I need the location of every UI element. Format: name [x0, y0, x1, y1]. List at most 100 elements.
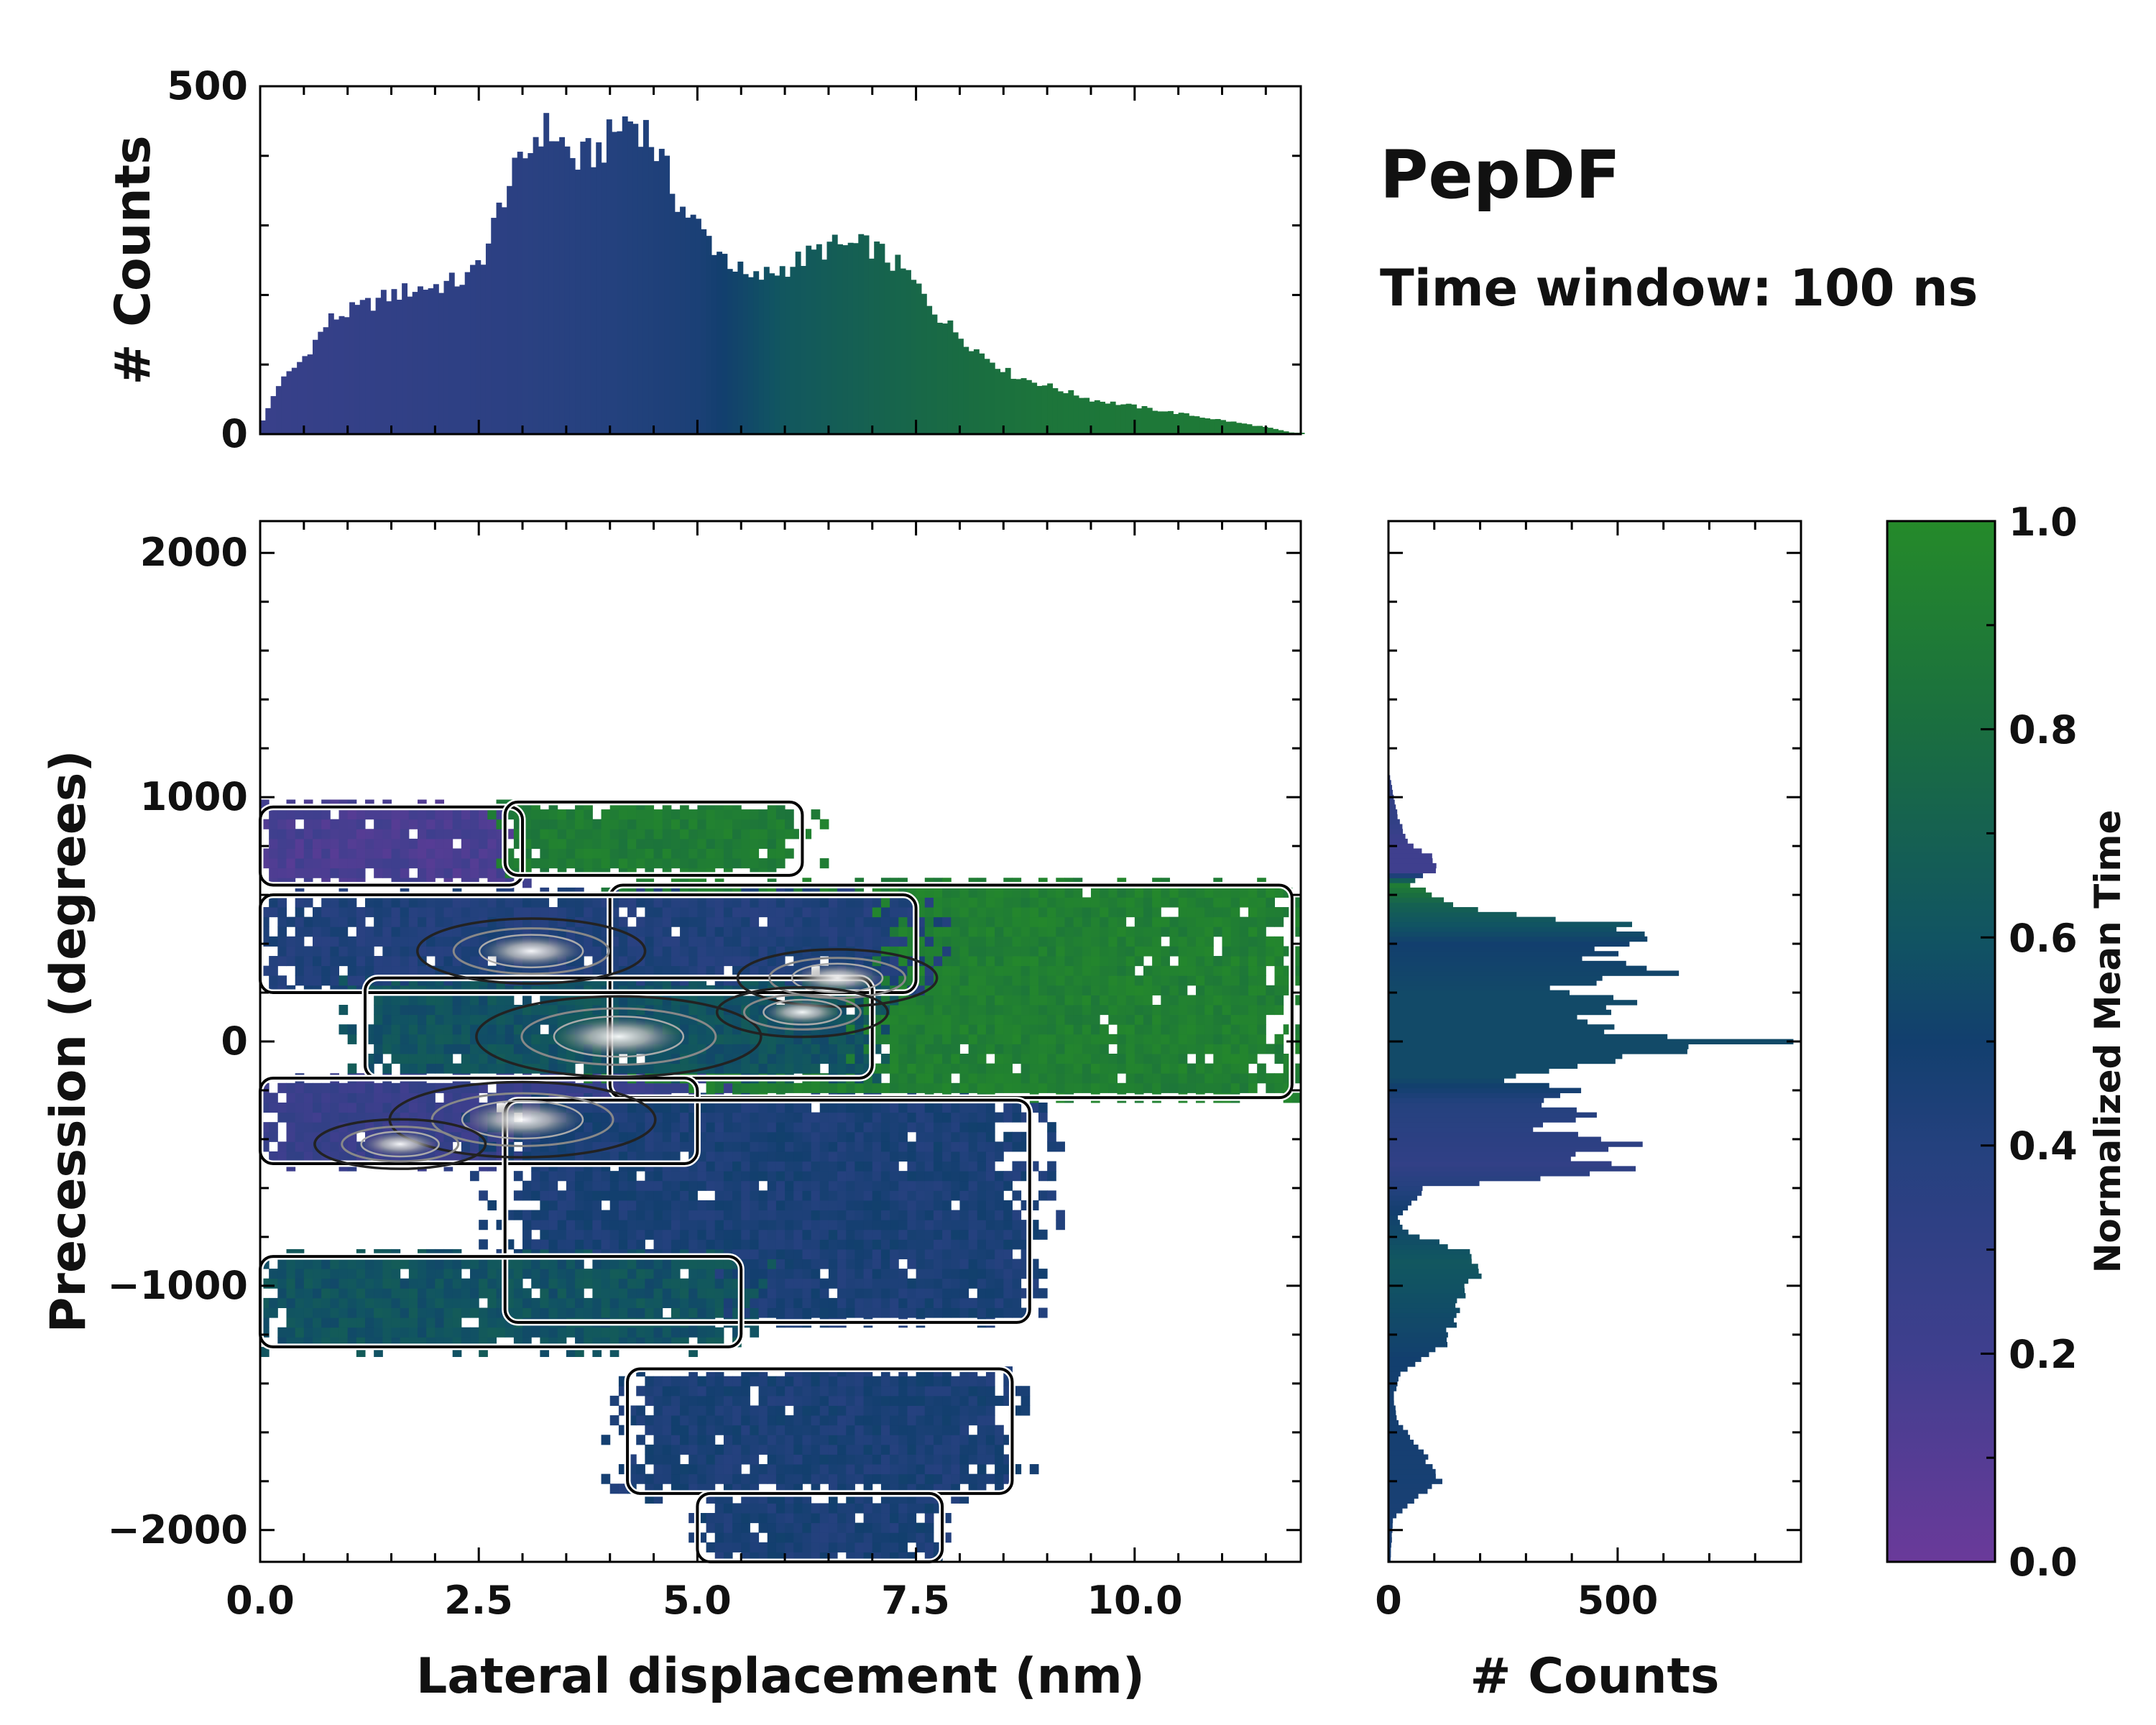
heatmap-cell	[1090, 1054, 1100, 1064]
heatmap-cell	[872, 1248, 882, 1260]
heatmap-cell	[959, 1122, 969, 1133]
heatmap-cell	[819, 1112, 829, 1123]
heatmap-cell	[374, 995, 383, 1006]
heatmap-cell	[1187, 946, 1197, 957]
top-histogram-bar	[443, 280, 450, 434]
heatmap-cell	[653, 1190, 663, 1201]
heatmap-cell	[338, 1024, 349, 1035]
heatmap-cell	[890, 1297, 899, 1308]
heatmap-cell	[365, 1092, 374, 1103]
heatmap-cell	[653, 1082, 663, 1093]
heatmap-cell	[1248, 1044, 1258, 1054]
heatmap-cell	[321, 1102, 331, 1113]
heatmap-cell	[1143, 1063, 1153, 1074]
heatmap-cell	[697, 1171, 707, 1182]
heatmap-cell	[880, 1288, 890, 1299]
top-histogram-bar	[354, 305, 361, 434]
heatmap-cell	[898, 1376, 908, 1386]
heatmap-cell	[365, 1307, 374, 1318]
heatmap-cell	[732, 1131, 742, 1142]
heatmap-cell	[592, 1200, 602, 1211]
heatmap-cell	[653, 1259, 663, 1269]
heatmap-cell	[837, 936, 847, 947]
heatmap-cell	[1064, 1014, 1074, 1025]
top-histogram-bar	[375, 298, 382, 434]
heatmap-cell	[557, 1014, 567, 1025]
heatmap-cell	[452, 1288, 462, 1299]
heatmap-cell	[785, 1288, 794, 1299]
heatmap-cell	[1038, 956, 1048, 967]
heatmap-cell	[995, 1395, 1004, 1406]
heatmap-cell	[924, 1425, 934, 1435]
heatmap-cell	[880, 897, 890, 908]
heatmap-cell	[697, 1005, 707, 1016]
heatmap-cell	[1073, 956, 1083, 967]
heatmap-cell	[653, 1464, 663, 1475]
heatmap-cell	[295, 975, 305, 986]
heatmap-cell	[898, 1395, 908, 1406]
heatmap-cell	[872, 1405, 882, 1416]
heatmap-cell	[513, 1044, 523, 1054]
heatmap-cell	[951, 1386, 960, 1397]
heatmap-cell	[741, 1102, 750, 1113]
heatmap-cell	[1038, 926, 1048, 937]
top-histogram-bar	[512, 157, 518, 434]
heatmap-cell	[775, 1044, 786, 1054]
heatmap-cell	[811, 1415, 821, 1426]
heatmap-cell	[872, 1278, 882, 1289]
heatmap-cell	[1117, 1024, 1127, 1035]
heatmap-cell	[872, 1464, 882, 1475]
heatmap-cell	[295, 1122, 305, 1133]
heatmap-cell	[951, 1210, 960, 1220]
heatmap-cell	[767, 1542, 777, 1552]
heatmap-cell	[767, 1297, 777, 1308]
heatmap-cell	[898, 1425, 908, 1435]
heatmap-cell	[942, 1278, 952, 1289]
heatmap-cell	[1029, 1014, 1039, 1025]
heatmap-cell	[706, 1435, 716, 1445]
heatmap-cell	[313, 956, 322, 967]
heatmap-cell	[880, 1386, 890, 1397]
heatmap-cell	[1082, 965, 1092, 976]
heatmap-cell	[959, 965, 969, 976]
heatmap-cell	[1064, 975, 1074, 986]
heatmap-cell	[959, 1180, 969, 1191]
heatmap-cell	[924, 1259, 934, 1269]
heatmap-cell	[811, 1464, 821, 1475]
heatmap-cell	[1152, 1082, 1161, 1093]
heatmap-cell	[680, 1425, 689, 1435]
heatmap-cell	[933, 1473, 943, 1484]
top-histogram-bar	[1194, 416, 1200, 434]
heatmap-cell	[1239, 1044, 1249, 1054]
heatmap-cell	[1100, 916, 1109, 927]
heatmap-cell	[636, 1327, 645, 1338]
heatmap-cell	[1178, 965, 1188, 976]
heatmap-cell	[286, 1082, 296, 1093]
heatmap-cell	[671, 1425, 681, 1435]
heatmap-cell	[933, 1239, 943, 1250]
heatmap-cell	[286, 1122, 296, 1133]
heatmap-cell	[819, 1386, 829, 1397]
heatmap-cell	[1082, 1073, 1092, 1084]
heatmap-cell	[732, 916, 742, 927]
heatmap-cell	[1143, 1014, 1153, 1025]
heatmap-cell	[513, 1171, 523, 1182]
heatmap-cell	[767, 1386, 777, 1397]
heatmap-cell	[942, 1034, 952, 1044]
heatmap-cell	[653, 907, 663, 918]
heatmap-cell	[758, 965, 768, 976]
heatmap-cell	[828, 1278, 838, 1289]
heatmap-cell	[854, 1200, 865, 1211]
top-histogram-bar	[632, 124, 639, 434]
heatmap-cell	[365, 926, 374, 937]
top-histogram-bar	[727, 269, 733, 434]
heatmap-cell	[566, 1131, 576, 1142]
heatmap-cell	[880, 1522, 890, 1533]
heatmap-cell	[758, 1386, 768, 1397]
heatmap-cell	[584, 1171, 593, 1182]
top-histogram-bar	[1204, 418, 1211, 434]
heatmap-cell	[828, 1054, 838, 1064]
heatmap-cell	[802, 1307, 812, 1318]
heatmap-cell	[1003, 1239, 1013, 1250]
heatmap-cell	[408, 1288, 418, 1299]
